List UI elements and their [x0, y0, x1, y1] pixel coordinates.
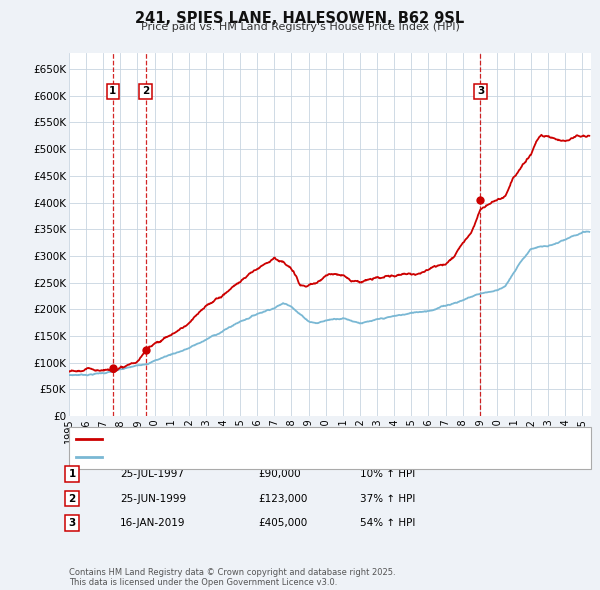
Text: HPI: Average price, detached house, Dudley: HPI: Average price, detached house, Dudl…	[109, 452, 339, 462]
Text: 37% ↑ HPI: 37% ↑ HPI	[360, 494, 415, 503]
Text: 2: 2	[68, 494, 76, 503]
Text: 3: 3	[477, 86, 484, 96]
Text: 25-JUL-1997: 25-JUL-1997	[120, 470, 184, 479]
Text: 3: 3	[68, 518, 76, 527]
Text: £405,000: £405,000	[258, 518, 307, 527]
Text: £90,000: £90,000	[258, 470, 301, 479]
Text: 241, SPIES LANE, HALESOWEN, B62 9SL: 241, SPIES LANE, HALESOWEN, B62 9SL	[136, 11, 464, 25]
Text: 25-JUN-1999: 25-JUN-1999	[120, 494, 186, 503]
Text: 54% ↑ HPI: 54% ↑ HPI	[360, 518, 415, 527]
Text: 16-JAN-2019: 16-JAN-2019	[120, 518, 185, 527]
Text: 10% ↑ HPI: 10% ↑ HPI	[360, 470, 415, 479]
Text: Price paid vs. HM Land Registry's House Price Index (HPI): Price paid vs. HM Land Registry's House …	[140, 22, 460, 32]
Text: £123,000: £123,000	[258, 494, 307, 503]
Text: 2: 2	[142, 86, 149, 96]
Text: 1: 1	[68, 470, 76, 479]
Text: 241, SPIES LANE, HALESOWEN, B62 9SL (detached house): 241, SPIES LANE, HALESOWEN, B62 9SL (det…	[109, 434, 413, 444]
Text: 1: 1	[109, 86, 116, 96]
Text: Contains HM Land Registry data © Crown copyright and database right 2025.
This d: Contains HM Land Registry data © Crown c…	[69, 568, 395, 587]
